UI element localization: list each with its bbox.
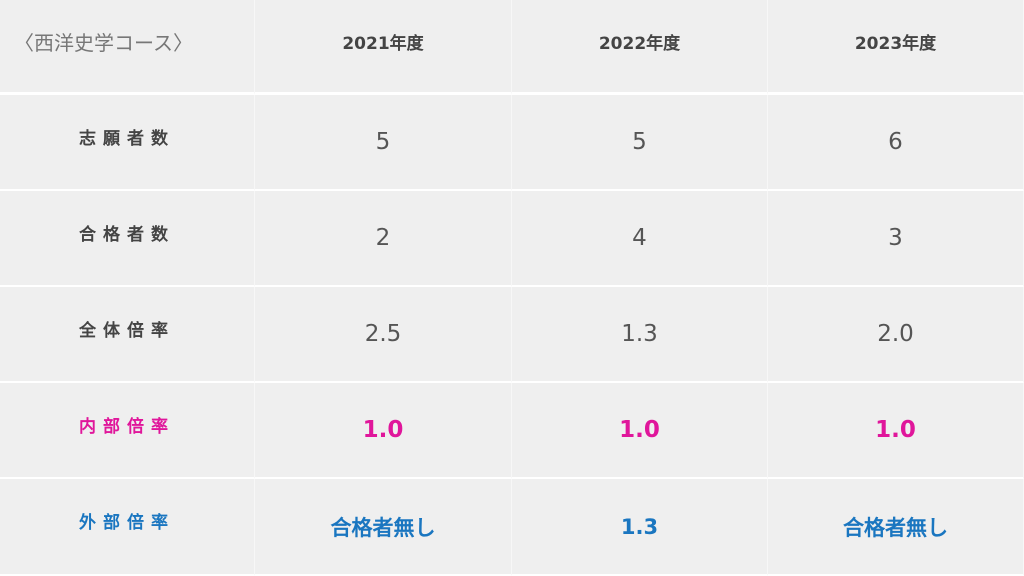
row-label: 合格者数 [0,191,255,287]
row-label: 全体倍率 [0,287,255,383]
column-header: 2023年度 [768,0,1024,95]
column-header: 2021年度 [255,0,512,95]
table-caption: 〈西洋史学コース〉 [0,0,255,95]
table-cell: 3 [768,191,1024,287]
table-cell: 合格者無し [255,479,512,576]
table-cell: 6 [768,95,1024,191]
table-cell: 合格者無し [768,479,1024,576]
table-cell: 5 [512,95,768,191]
table-cell: 2.5 [255,287,512,383]
table-cell: 1.0 [512,383,768,479]
table-cell: 1.0 [255,383,512,479]
row-label: 内部倍率 [0,383,255,479]
table-cell: 1.3 [512,287,768,383]
table-cell: 5 [255,95,512,191]
table-cell: 4 [512,191,768,287]
table-cell: 1.0 [768,383,1024,479]
table-cell: 2.0 [768,287,1024,383]
row-label: 志願者数 [0,95,255,191]
row-label: 外部倍率 [0,479,255,576]
table-cell: 2 [255,191,512,287]
column-header: 2022年度 [512,0,768,95]
table-cell: 1.3 [512,479,768,576]
